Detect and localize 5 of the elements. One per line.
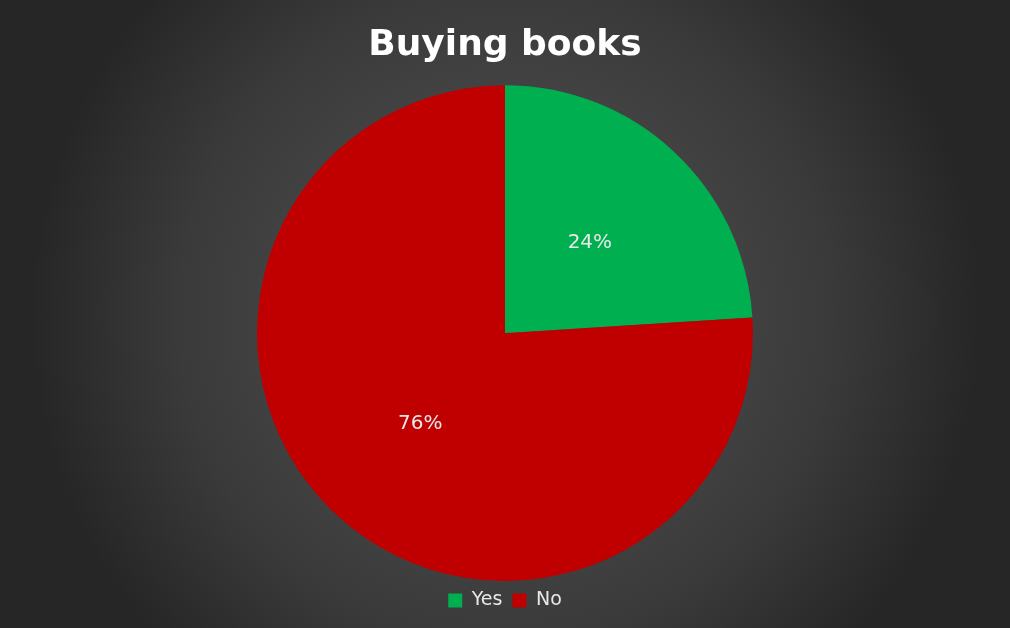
legend-label: Yes [470,587,503,610]
chart-title: Buying books [368,21,642,63]
data-label: 24% [567,228,613,253]
legend-label: No [535,587,562,610]
data-label: 76% [397,409,443,434]
